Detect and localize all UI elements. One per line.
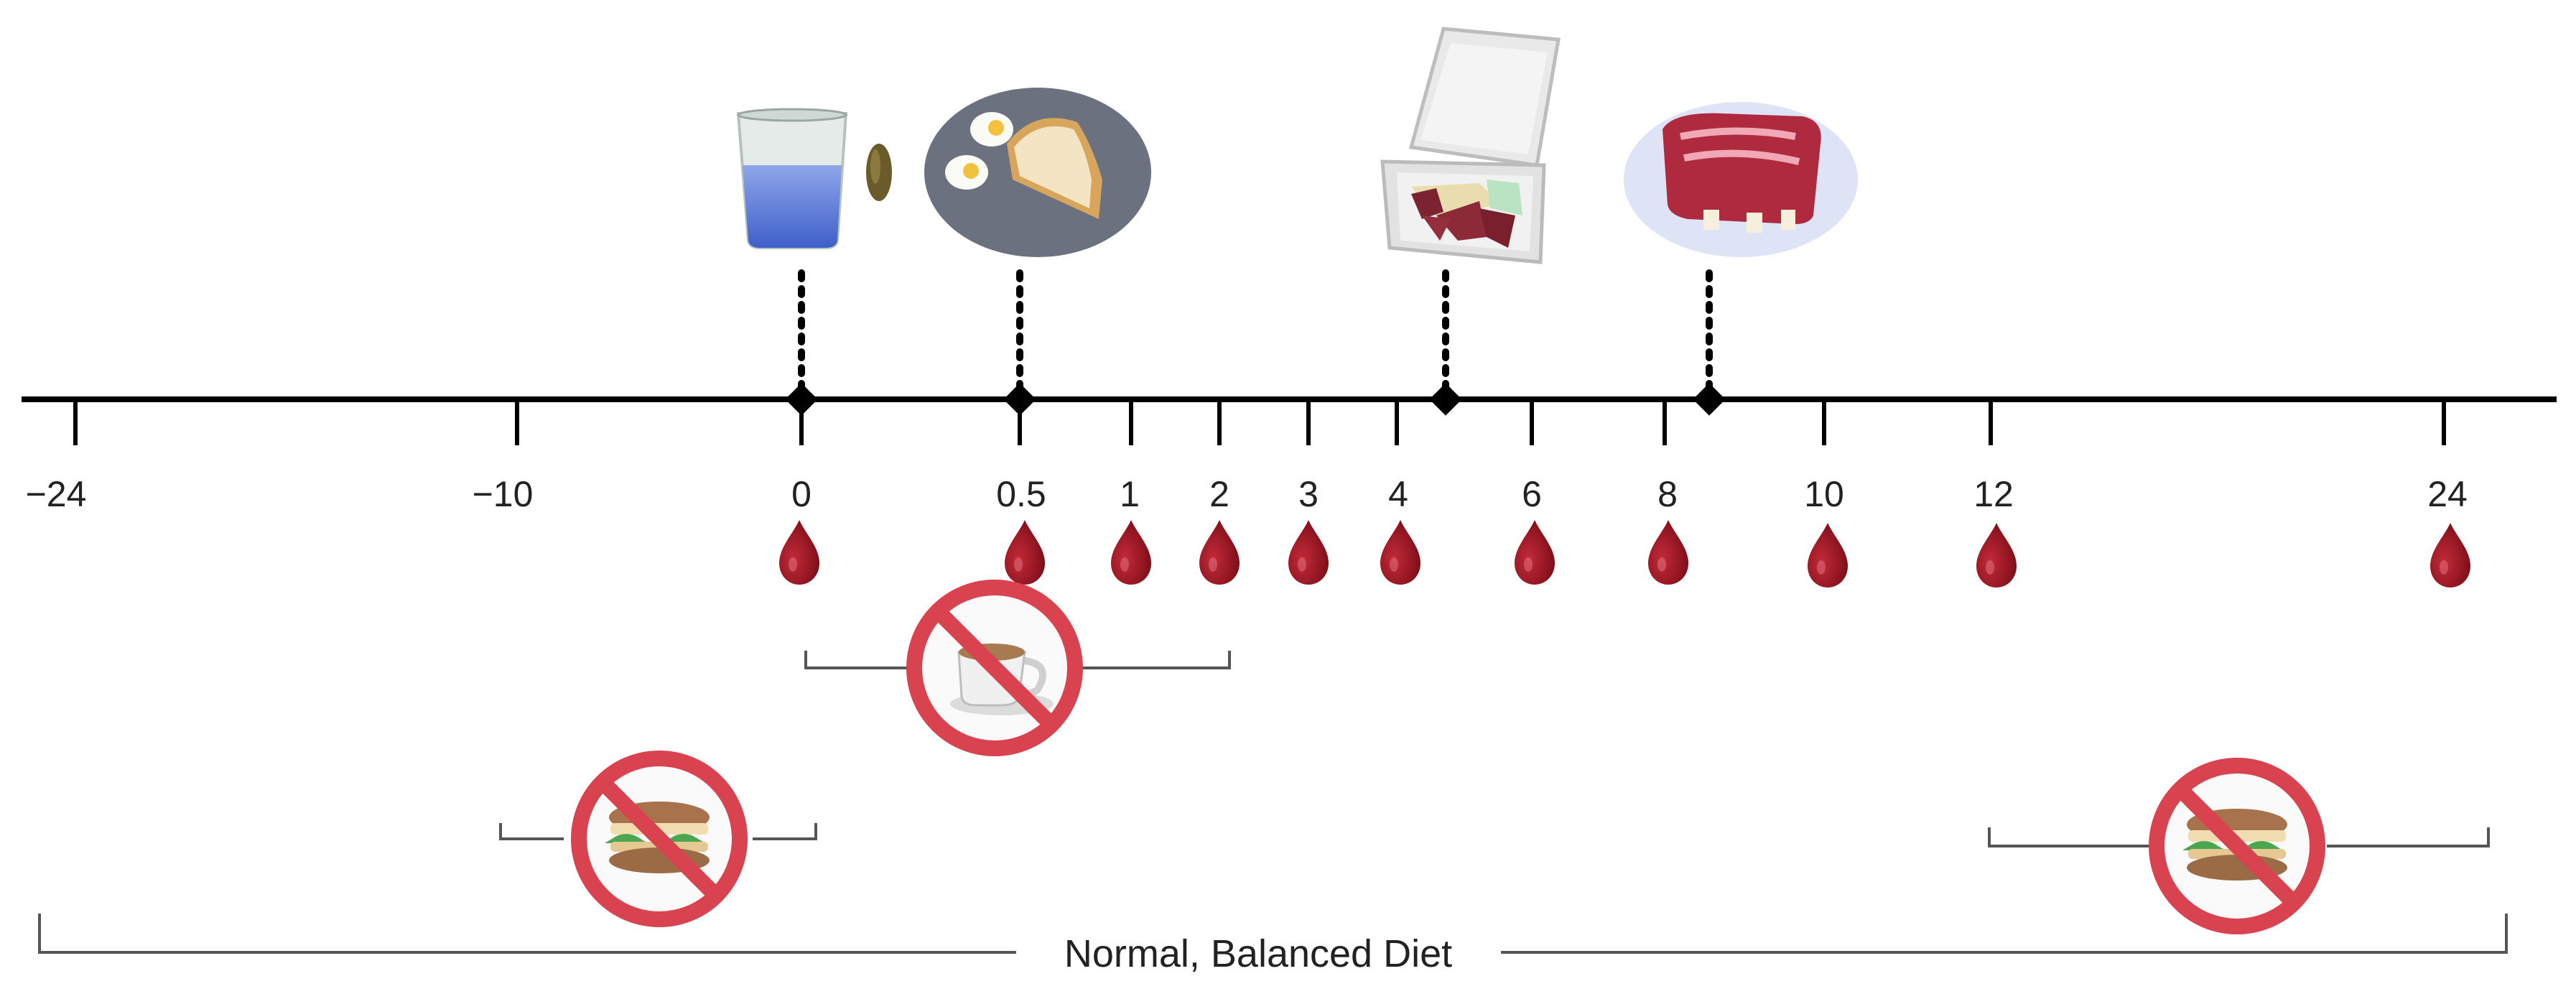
tick-label: −10 bbox=[473, 474, 534, 514]
tick-label: 4 bbox=[1388, 474, 1408, 514]
event-diamond bbox=[1003, 383, 1036, 416]
blood-drop-icon bbox=[1648, 520, 1688, 585]
no-food-after-restriction bbox=[1988, 766, 2490, 926]
tick-label: 8 bbox=[1657, 474, 1678, 514]
tick-marks bbox=[73, 399, 2446, 445]
no-coffee-restriction bbox=[804, 587, 1231, 748]
event-markers bbox=[785, 269, 1726, 416]
bracket bbox=[38, 914, 2508, 954]
tick-label: 2 bbox=[1209, 474, 1229, 514]
event-diamond bbox=[1693, 383, 1726, 416]
blood-draws bbox=[779, 520, 2470, 587]
takeout-lunch-box-icon bbox=[1380, 27, 1561, 264]
tick-label: 6 bbox=[1522, 474, 1542, 514]
tick-label: −24 bbox=[26, 474, 87, 514]
blood-drop-icon bbox=[1288, 520, 1329, 585]
bracket bbox=[804, 651, 1231, 669]
blood-drop-icon bbox=[1976, 523, 2017, 587]
no-food-before-restriction bbox=[499, 758, 817, 919]
blood-drop-icon bbox=[1380, 520, 1420, 585]
normal-diet-bracket: Normal, Balanced Diet bbox=[38, 914, 2508, 975]
tick-labels: −24 −10 0 0.5 1 2 3 4 6 8 10 12 24 bbox=[26, 474, 2468, 514]
breakfast-plate-icon bbox=[924, 88, 1151, 257]
blood-drop-icon bbox=[779, 520, 819, 585]
no-coffee-icon bbox=[914, 587, 1075, 748]
tick-label: 3 bbox=[1298, 474, 1319, 514]
blood-drop-icon bbox=[1005, 520, 1045, 585]
tick-label: 10 bbox=[1804, 474, 1844, 514]
event-diamond bbox=[1429, 383, 1462, 416]
tick-label: 0.5 bbox=[996, 474, 1046, 514]
no-food-icon bbox=[2157, 766, 2317, 926]
tick-label: 24 bbox=[2427, 474, 2468, 514]
blood-drop-icon bbox=[1199, 520, 1240, 585]
no-food-icon bbox=[579, 758, 740, 919]
blood-drop-icon bbox=[2430, 523, 2470, 587]
tick-label: 0 bbox=[791, 474, 812, 514]
bracket bbox=[1988, 827, 2490, 847]
blood-drop-icon bbox=[1808, 523, 1848, 587]
water-glass-and-pill-icon bbox=[736, 108, 892, 249]
normal-diet-label: Normal, Balanced Diet bbox=[1064, 932, 1452, 975]
blood-drop-icon bbox=[1515, 520, 1555, 585]
blood-drop-icon bbox=[1111, 520, 1151, 585]
bracket bbox=[499, 823, 817, 840]
tick-label: 1 bbox=[1120, 474, 1140, 514]
dinner-plate-icon bbox=[1624, 102, 1858, 257]
event-diamond bbox=[785, 383, 818, 416]
tick-label: 12 bbox=[1973, 474, 2014, 514]
